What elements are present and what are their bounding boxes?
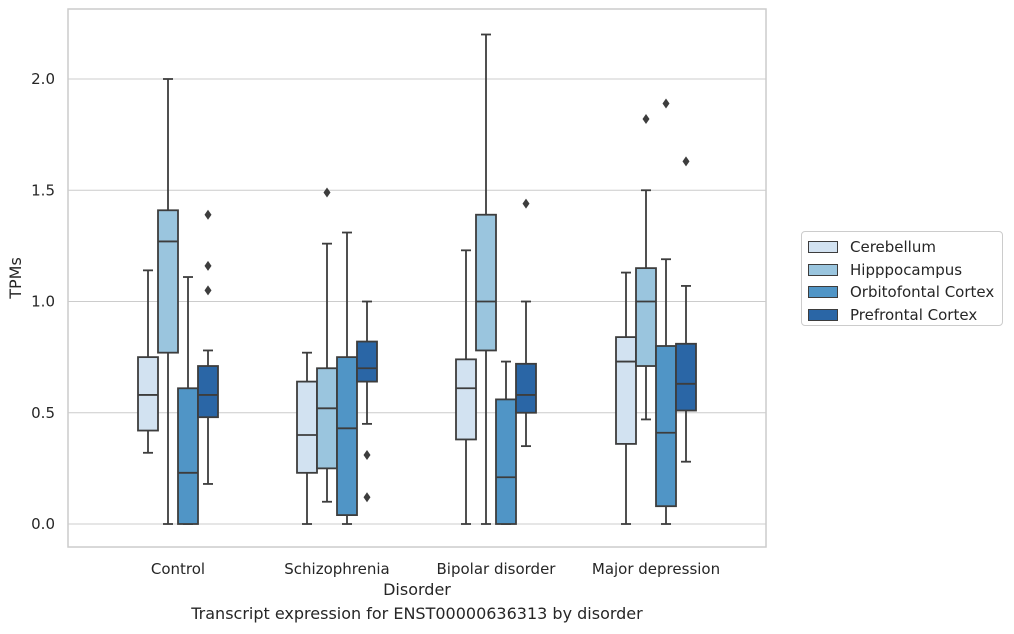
legend-swatch bbox=[808, 263, 838, 276]
box-cerebellum bbox=[615, 271, 637, 525]
y-tick-label: 0.0 bbox=[31, 515, 55, 533]
box-body bbox=[655, 345, 677, 508]
box-body bbox=[296, 380, 318, 474]
box-series bbox=[137, 33, 697, 525]
y-tick-label: 2.0 bbox=[31, 70, 55, 88]
box-body bbox=[336, 356, 358, 517]
box-body bbox=[455, 358, 477, 441]
box-hipppocampus bbox=[157, 78, 179, 525]
y-tick-label: 0.5 bbox=[31, 404, 55, 422]
outlier-point bbox=[204, 285, 212, 296]
outlier-point bbox=[662, 98, 670, 109]
legend-swatch bbox=[808, 308, 838, 321]
box-prefrontal-cortex bbox=[356, 300, 378, 503]
outlier-point bbox=[204, 260, 212, 271]
legend-label: Hipppocampus bbox=[850, 260, 963, 279]
box-body bbox=[157, 209, 179, 354]
legend-item: Prefrontal Cortex bbox=[808, 304, 996, 327]
outlier-point bbox=[642, 114, 650, 125]
x-tick-label: Control bbox=[151, 560, 205, 578]
outlier-point bbox=[204, 209, 212, 220]
box-body bbox=[316, 367, 338, 470]
outlier-point bbox=[363, 492, 371, 503]
box-body bbox=[515, 362, 537, 414]
box-orbitofontal-cortex bbox=[495, 360, 517, 525]
x-axis-label: Disorder bbox=[383, 580, 451, 599]
box-orbitofontal-cortex bbox=[336, 231, 358, 525]
box-body bbox=[356, 340, 378, 383]
x-tick-label: Major depression bbox=[592, 560, 720, 578]
box-body bbox=[137, 356, 159, 432]
box-hipppocampus bbox=[475, 33, 497, 525]
legend-label: Prefrontal Cortex bbox=[850, 305, 978, 324]
box-body bbox=[615, 336, 637, 445]
y-tick-label: 1.5 bbox=[31, 181, 55, 199]
box-cerebellum bbox=[296, 351, 318, 525]
box-body bbox=[177, 387, 199, 525]
legend: Cerebellum Hipppocampus Orbitofontal Corte… bbox=[801, 231, 1003, 326]
box-prefrontal-cortex bbox=[515, 198, 537, 448]
box-prefrontal-cortex bbox=[675, 156, 697, 463]
outlier-point bbox=[323, 187, 331, 198]
axes: 0.0 0.5 1.0 1.5 2.0 Control Schizophrenia Bipol… bbox=[31, 8, 767, 578]
box-body bbox=[197, 365, 219, 419]
box-body bbox=[675, 342, 697, 412]
y-tick-label: 1.0 bbox=[31, 293, 55, 311]
box-body bbox=[635, 267, 657, 367]
x-tick-label: Schizophrenia bbox=[284, 560, 389, 578]
box-hipppocampus bbox=[316, 187, 338, 503]
box-prefrontal-cortex bbox=[197, 209, 219, 485]
box-orbitofontal-cortex bbox=[177, 276, 199, 525]
box-body bbox=[475, 213, 497, 352]
box-cerebellum bbox=[455, 249, 477, 525]
chart-caption: Transcript expression for ENST0000063631… bbox=[191, 604, 643, 623]
box-orbitofontal-cortex bbox=[655, 98, 677, 525]
box-body bbox=[495, 398, 517, 525]
x-tick-label: Bipolar disorder bbox=[437, 560, 557, 578]
y-axis-label: TPMs bbox=[6, 257, 25, 300]
plot-frame bbox=[67, 8, 767, 548]
box-hipppocampus bbox=[635, 114, 657, 421]
legend-swatch bbox=[808, 241, 838, 254]
outlier-point bbox=[363, 450, 371, 461]
legend-swatch bbox=[808, 286, 838, 299]
outlier-point bbox=[682, 156, 690, 167]
legend-item: Hipppocampus bbox=[808, 259, 996, 282]
box-cerebellum bbox=[137, 269, 159, 454]
legend-label: Cerebellum bbox=[850, 238, 936, 257]
outlier-point bbox=[522, 198, 530, 209]
legend-label: Orbitofontal Cortex bbox=[850, 283, 995, 302]
legend-item: Orbitofontal Cortex bbox=[808, 281, 996, 304]
legend-item: Cerebellum bbox=[808, 236, 996, 259]
